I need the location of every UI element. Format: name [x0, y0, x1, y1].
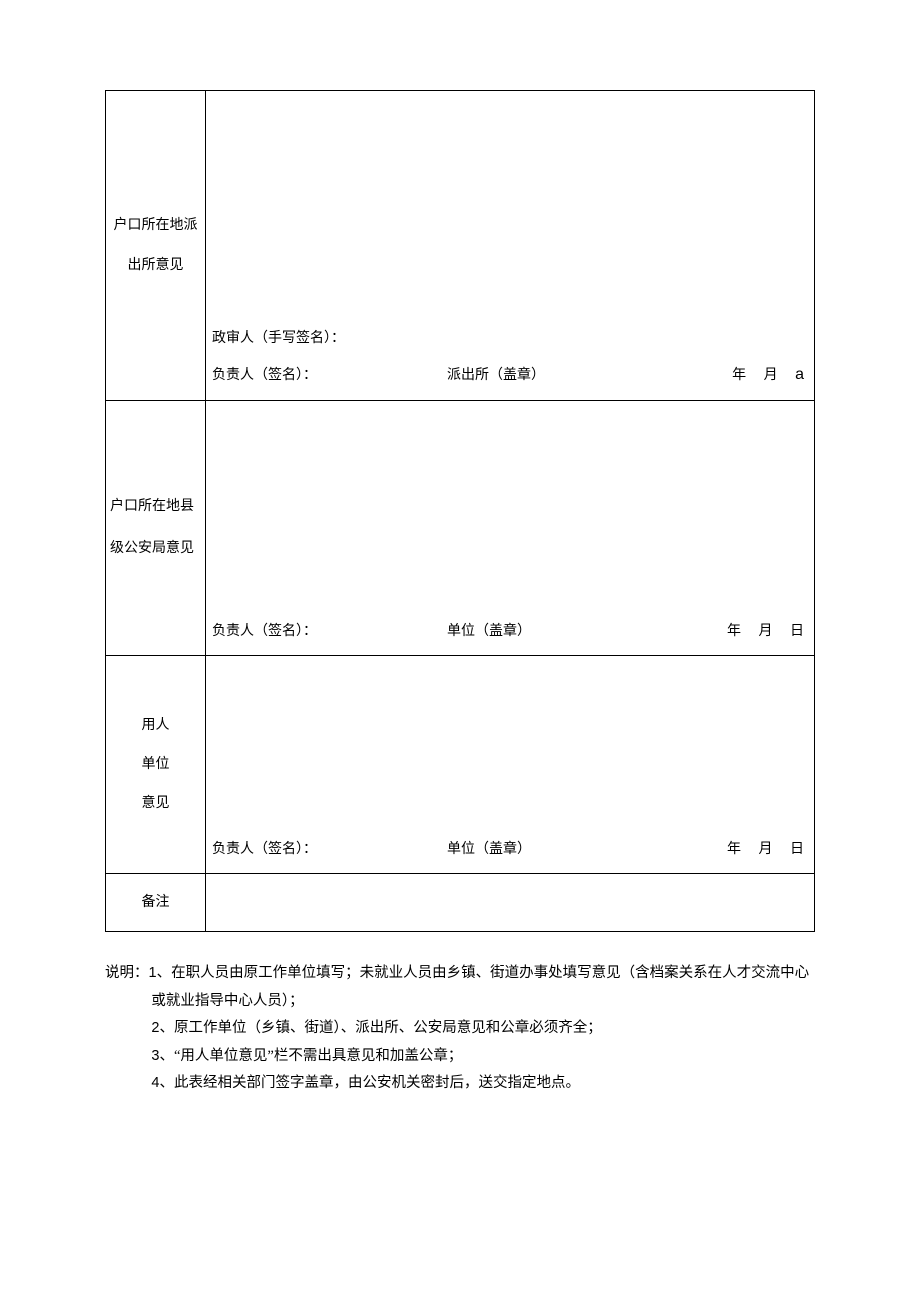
r1-sig2-left: 负责人（签名）：	[212, 359, 317, 393]
r1-date: 年 月 a	[732, 356, 808, 394]
r3-sig-mid: 单位（盖章）	[447, 833, 531, 867]
r1-sig1: 政审人（手写签名）：	[212, 322, 345, 356]
content-remark	[206, 874, 815, 932]
r2-date: 年 月 日	[727, 615, 808, 649]
note-1-text: 、在职人员由原工作单位填写；未就业人员由乡镇、街道办事处填写意见（含档案关系在人…	[157, 965, 810, 981]
note-1: 说明： 1、在职人员由原工作单位填写；未就业人员由乡镇、街道办事处填写意见（含档…	[105, 960, 815, 988]
label-county-bureau: 户口所在地县级公安局意见	[106, 401, 206, 656]
sig-block-r2: 负责人（签名）： 单位（盖章） 年 月 日	[212, 615, 808, 649]
content-police-station: 政审人（手写签名）： 负责人（签名）： 派出所（盖章） 年 月 a	[206, 91, 815, 401]
r3-day: 日	[790, 842, 804, 857]
r2-day: 日	[790, 624, 804, 639]
r2-sig-mid: 单位（盖章）	[447, 615, 531, 649]
note-2-text: 、原工作单位（乡镇、街道）、派出所、公安局意见和公章必须齐全；	[159, 1020, 601, 1036]
note-3: 3、“用人单位意见”栏不需出具意见和加盖公章；	[105, 1043, 815, 1071]
row-employer: 用人 单位 意见 负责人（签名）： 单位（盖章） 年 月 日	[106, 656, 815, 874]
note-3-text: 、“用人单位意见”栏不需出具意见和加盖公章；	[159, 1048, 462, 1064]
r3-month: 月	[759, 842, 773, 857]
note-4-text: 、此表经相关部门签字盖章，由公安机关密封后，送交指定地点。	[159, 1075, 580, 1091]
content-county-bureau: 负责人（签名）： 单位（盖章） 年 月 日	[206, 401, 815, 656]
note-4: 4、此表经相关部门签字盖章，由公安机关密封后，送交指定地点。	[105, 1070, 815, 1098]
r1-month: 月	[764, 368, 778, 383]
approval-table: 户口所在地派出所意见 政审人（手写签名）： 负责人（签名）： 派出所（盖章） 年…	[105, 90, 815, 932]
label-police-station: 户口所在地派出所意见	[106, 91, 206, 401]
row-county-bureau: 户口所在地县级公安局意见 负责人（签名）： 单位（盖章） 年 月 日	[106, 401, 815, 656]
r3-year: 年	[727, 842, 741, 857]
notes: 说明： 1、在职人员由原工作单位填写；未就业人员由乡镇、街道办事处填写意见（含档…	[105, 960, 815, 1098]
r2-sig-left: 负责人（签名）：	[212, 615, 317, 649]
sig-block-r3: 负责人（签名）： 单位（盖章） 年 月 日	[212, 833, 808, 867]
label-employer: 用人 单位 意见	[106, 656, 206, 874]
note-2: 2、原工作单位（乡镇、街道）、派出所、公安局意见和公章必须齐全；	[105, 1015, 815, 1043]
label-employer-l1: 用人	[112, 706, 199, 745]
row-remark: 备注	[106, 874, 815, 932]
label-remark: 备注	[106, 874, 206, 932]
r3-sig-left: 负责人（签名）：	[212, 833, 317, 867]
notes-prefix: 说明：	[105, 960, 149, 988]
note-1b: 或就业指导中心人员）；	[105, 988, 815, 1016]
sig-block-r1: 政审人（手写签名）： 负责人（签名）： 派出所（盖章） 年 月 a	[212, 322, 808, 394]
r3-date: 年 月 日	[727, 833, 808, 867]
r1-day: a	[795, 366, 804, 383]
r1-sig2-mid: 派出所（盖章）	[447, 359, 545, 393]
r1-year: 年	[732, 368, 746, 383]
page: 户口所在地派出所意见 政审人（手写签名）： 负责人（签名）： 派出所（盖章） 年…	[0, 0, 920, 1158]
note-1-num: 1	[149, 965, 157, 981]
label-employer-l3: 意见	[112, 784, 199, 823]
r2-month: 月	[759, 624, 773, 639]
label-employer-l2: 单位	[112, 745, 199, 784]
r2-year: 年	[727, 624, 741, 639]
row-police-station: 户口所在地派出所意见 政审人（手写签名）： 负责人（签名）： 派出所（盖章） 年…	[106, 91, 815, 401]
content-employer: 负责人（签名）： 单位（盖章） 年 月 日	[206, 656, 815, 874]
